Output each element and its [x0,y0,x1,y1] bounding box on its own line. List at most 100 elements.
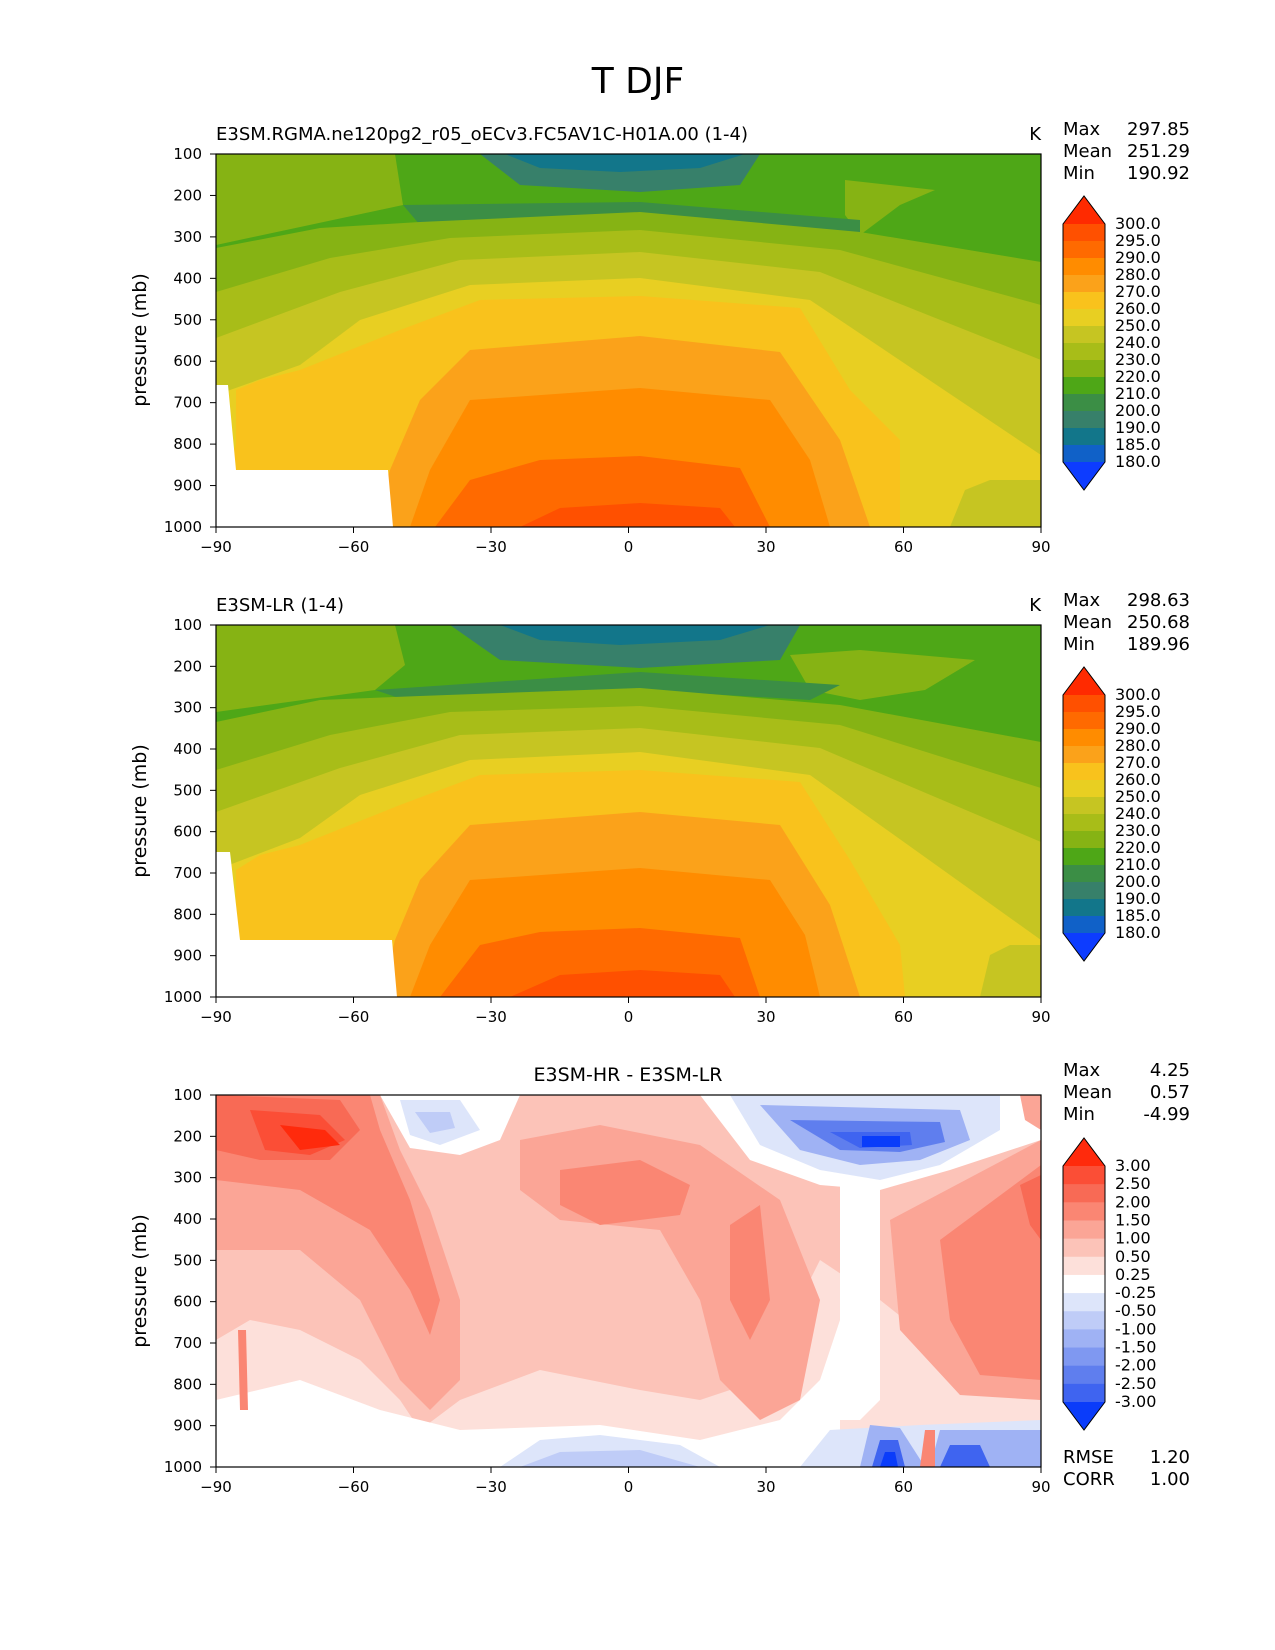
panel-1-max-label: Max [1063,119,1101,140]
panel-3-colorbar-label: -1.00 [1115,1319,1156,1338]
panel-3-colorbar-label: 3.00 [1115,1156,1151,1175]
panel-3-xtick-label: 30 [756,1478,775,1496]
panel-2-colorbar-swatch [1063,831,1105,849]
panel-2-colorbar-label: 270.0 [1115,753,1161,772]
panel-2-colorbar-swatch [1063,712,1105,730]
panel-3-xtick-label: −60 [338,1478,370,1496]
panel-3-band [920,1430,935,1467]
panel-1-xtick-label: 90 [1031,538,1050,556]
panel-3-colorbar-label: -1.50 [1115,1338,1156,1357]
panel-1-colorbar-label: 190.0 [1115,418,1161,437]
panel-2-ytick-label: 800 [173,905,202,923]
panel-1-colorbar-swatch [1063,394,1105,412]
panel-1-mean-label: Mean [1063,141,1112,162]
panel-1-ytick-label: 700 [173,394,202,412]
panel-3-band [880,1452,898,1467]
panel-1-colorbar-label: 280.0 [1115,265,1161,284]
panel-1-colorbar-label: 290.0 [1115,248,1161,267]
panel-1-colorbar-swatch [1063,241,1105,259]
panel-2-colorbar-label: 220.0 [1115,838,1161,857]
panel-2-colorbar-extend-min [1063,933,1105,961]
panel-2-band [216,625,405,712]
panel-3-colorbar-label: 1.00 [1115,1229,1151,1248]
panel-2-colorbar-swatch [1063,865,1105,883]
panel-2-band [790,650,975,700]
panel-3-colorbar-extend-min [1063,1402,1105,1430]
panel-2-colorbar-label: 290.0 [1115,719,1161,738]
panel-3-min-label: Min [1063,1104,1095,1125]
panel-1-colorbar-label: 295.0 [1115,231,1161,250]
panel-1-xtick-label: 30 [756,538,775,556]
panel-2-min-value: 189.96 [1127,634,1190,655]
panel-3-ytick-label: 100 [173,1086,202,1104]
panel-3-max-value: 4.25 [1150,1060,1190,1081]
panel-2-colorbar-label: 240.0 [1115,804,1161,823]
panel-3-band [216,1320,840,1467]
panel-3-xtick-label: −90 [200,1478,232,1496]
panel-1-colorbar-extend-max [1063,196,1105,224]
panel-3-band [940,1165,1041,1380]
panel-1-colorbar-label: 220.0 [1115,367,1161,386]
figure-title: T DJF [591,61,684,102]
panel-1-ytick-label: 800 [173,435,202,453]
panel-1-ytick-label: 500 [173,311,202,329]
panel-2-mean-value: 250.68 [1127,612,1190,633]
panel-1-colorbar-swatch [1063,224,1105,242]
panel-1-colorbar-swatch [1063,360,1105,378]
panel-2-colorbar-swatch [1063,916,1105,934]
panel-1-colorbar-swatch [1063,309,1105,327]
panel-1-min-value: 190.92 [1127,163,1190,184]
panel-2-colorbar-swatch [1063,695,1105,713]
panel-3-colorbar-label: 2.00 [1115,1192,1151,1211]
panel-3-band [415,1112,455,1133]
panel-2-ytick-label: 1000 [164,988,202,1006]
panel-1-colorbar-label: 180.0 [1115,452,1161,471]
panel-1-band [505,154,745,172]
panel-3-xtick-label: 60 [894,1478,913,1496]
panel-2-colorbar-outline [1062,666,1106,962]
panel-2: E3SM-LR (1-4) K pressure (mb) 1002003004… [129,590,1190,1026]
panel-3-colorbar-swatch [1063,1274,1105,1294]
panel-1-colorbar-outline [1062,195,1106,491]
panel-3-band [560,1160,690,1225]
panel-2-colorbar-swatch [1063,882,1105,900]
panel-2-colorbar: 300.0295.0290.0280.0270.0260.0250.0240.0… [1062,666,1161,962]
panel-1-colorbar-swatch [1063,326,1105,344]
panel-1-field [216,154,1041,527]
panel-1: E3SM.RGMA.ne120pg2_r05_oECv3.FC5AV1C-H01… [129,119,1190,556]
panel-3-xtick-label: −30 [475,1478,507,1496]
panel-1-colorbar-label: 260.0 [1115,299,1161,318]
panel-1-xtick-label: 0 [624,538,634,556]
panel-3-colorbar-extend-max [1063,1138,1105,1166]
panel-3-colorbar-swatch [1063,1220,1105,1240]
panel-3: E3SM-HR - E3SM-LR pressure (mb) 100 200 30… [129,1060,1190,1496]
panel-1-band [845,180,935,235]
panel-1-band [216,154,403,245]
panel-1-colorbar-label: 300.0 [1115,214,1161,233]
panel-3-ytick-label: 700 [173,1334,202,1352]
panel-2-colorbar-swatch [1063,814,1105,832]
panel-3-ytick-label: 500 [173,1251,202,1269]
panel-2-units: K [1029,595,1042,616]
panel-3-colorbar: 3.002.502.001.501.000.500.25-0.25-0.50-1… [1062,1137,1156,1431]
panel-3-ylabel: pressure (mb) [129,1214,151,1348]
panel-2-title: E3SM-LR (1-4) [216,595,344,616]
panel-1-colorbar-swatch [1063,343,1105,361]
panel-3-ytick-label: 200 [173,1127,202,1145]
panel-1-colorbar-label: 185.0 [1115,435,1161,454]
panel-3-ytick-label: 300 [173,1169,202,1187]
panel-1-units: K [1029,124,1042,145]
panel-3-colorbar-label: -2.00 [1115,1356,1156,1375]
panel-2-ytick-label: 400 [173,740,202,758]
panel-1-colorbar-swatch [1063,292,1105,310]
panel-2-mean-label: Mean [1063,612,1112,633]
panel-2-colorbar-swatch [1063,797,1105,815]
panel-1-title: E3SM.RGMA.ne120pg2_r05_oECv3.FC5AV1C-H01… [216,124,748,145]
panel-1-colorbar-label: 240.0 [1115,333,1161,352]
panel-1-band [520,503,735,527]
panel-2-ytick-label: 300 [173,699,202,717]
panel-2-ytick-label: 900 [173,947,202,965]
panel-1-mask [216,385,393,527]
panel-1-min-label: Min [1063,163,1095,184]
panel-1-colorbar-swatch [1063,275,1105,293]
